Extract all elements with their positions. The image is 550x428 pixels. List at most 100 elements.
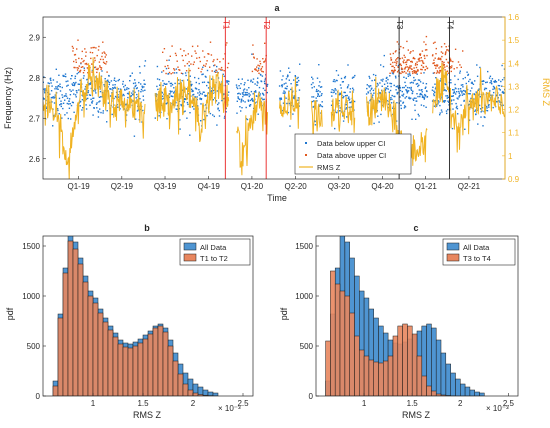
point-below-ci — [504, 88, 505, 91]
hist-bar-all-data — [455, 378, 461, 396]
point-above-ci — [207, 53, 209, 55]
point-above-ci — [216, 58, 219, 61]
point-below-ci — [319, 91, 321, 93]
point-below-ci — [385, 77, 388, 79]
point-below-ci — [341, 81, 344, 83]
point-below-ci — [142, 109, 144, 112]
panel-a-x-tick-label: Q2-20 — [284, 182, 307, 191]
point-below-ci — [266, 91, 268, 94]
point-above-ci — [264, 60, 266, 62]
point-below-ci — [44, 88, 46, 90]
point-below-ci — [82, 107, 84, 109]
point-below-ci — [179, 119, 181, 121]
point-below-ci — [246, 118, 249, 121]
point-below-ci — [93, 66, 96, 69]
point-below-ci — [131, 92, 133, 94]
point-below-ci — [320, 86, 323, 88]
point-below-ci — [50, 96, 53, 99]
point-below-ci — [163, 82, 165, 85]
hist-bar-interval — [52, 385, 59, 396]
point-below-ci — [136, 93, 138, 96]
panel-a-y-tick-label-right: 1.5 — [508, 36, 520, 45]
point-below-ci — [67, 80, 69, 82]
point-above-ci — [407, 49, 409, 51]
point-above-ci — [98, 61, 101, 63]
point-below-ci — [193, 108, 195, 110]
point-above-ci — [409, 67, 412, 69]
point-below-ci — [247, 100, 250, 102]
point-below-ci — [245, 91, 247, 94]
point-below-ci — [399, 89, 402, 92]
point-below-ci — [297, 97, 300, 99]
point-below-ci — [280, 98, 283, 100]
point-above-ci — [418, 60, 420, 62]
point-above-ci — [396, 41, 398, 43]
point-below-ci — [100, 96, 102, 98]
point-above-ci — [397, 66, 400, 68]
point-below-ci — [402, 93, 405, 95]
point-below-ci — [372, 89, 375, 92]
point-below-ci — [212, 89, 215, 92]
point-below-ci — [245, 106, 247, 109]
point-below-ci — [209, 112, 212, 115]
point-below-ci — [175, 108, 177, 110]
point-below-ci — [447, 100, 449, 102]
point-below-ci — [281, 84, 284, 86]
point-below-ci — [485, 87, 488, 90]
point-below-ci — [443, 101, 446, 103]
point-below-ci — [239, 93, 242, 95]
point-below-ci — [279, 70, 282, 72]
point-above-ci — [93, 61, 95, 63]
hist-x-tick-label: 1.5 — [137, 399, 149, 408]
point-above-ci — [220, 66, 223, 69]
point-below-ci — [250, 79, 252, 81]
point-above-ci — [76, 48, 78, 50]
point-below-ci — [132, 100, 134, 102]
point-above-ci — [405, 63, 408, 66]
point-below-ci — [124, 89, 126, 91]
point-below-ci — [61, 94, 63, 96]
point-below-ci — [136, 87, 138, 89]
point-below-ci — [243, 88, 246, 90]
point-below-ci — [467, 73, 470, 76]
point-below-ci — [498, 100, 500, 102]
point-below-ci — [333, 89, 335, 91]
point-below-ci — [50, 79, 52, 82]
point-below-ci — [499, 101, 501, 103]
point-below-ci — [410, 86, 412, 89]
point-below-ci — [381, 80, 384, 82]
point-above-ci — [415, 70, 417, 73]
point-below-ci — [187, 93, 189, 95]
panel-a-y-tick-label-right: 1.4 — [508, 59, 520, 68]
point-above-ci — [400, 45, 402, 48]
point-below-ci — [176, 108, 178, 110]
point-above-ci — [91, 52, 94, 54]
point-above-ci — [261, 70, 263, 73]
point-below-ci — [314, 120, 316, 123]
point-below-ci — [387, 103, 390, 105]
point-below-ci — [392, 107, 394, 109]
point-above-ci — [214, 71, 217, 73]
point-below-ci — [191, 83, 193, 86]
point-below-ci — [389, 75, 391, 77]
point-above-ci — [90, 47, 92, 49]
point-below-ci — [342, 120, 345, 122]
point-below-ci — [266, 83, 269, 86]
point-below-ci — [252, 93, 254, 95]
point-below-ci — [175, 102, 177, 104]
point-below-ci — [367, 92, 370, 94]
hist-bar-interval — [177, 373, 184, 396]
point-below-ci — [394, 75, 397, 77]
point-below-ci — [85, 98, 88, 100]
point-above-ci — [411, 61, 413, 63]
point-below-ci — [439, 112, 441, 114]
point-below-ci — [391, 72, 394, 74]
point-above-ci — [102, 41, 104, 43]
point-below-ci — [344, 91, 346, 94]
point-below-ci — [263, 80, 266, 83]
point-below-ci — [58, 74, 60, 76]
hist-bar-interval — [339, 290, 346, 396]
point-below-ci — [434, 99, 436, 102]
point-below-ci — [462, 86, 464, 88]
hist-bar-interval — [325, 340, 331, 396]
